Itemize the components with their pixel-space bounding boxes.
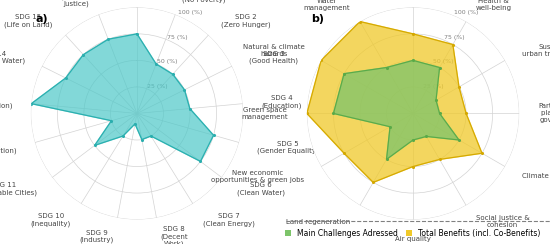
Point bbox=[107, 119, 116, 123]
Point bbox=[209, 133, 218, 137]
Point bbox=[90, 143, 99, 147]
Point bbox=[355, 20, 364, 23]
Point bbox=[435, 112, 444, 115]
Point bbox=[382, 66, 391, 70]
Point bbox=[461, 112, 470, 115]
Point bbox=[432, 98, 441, 102]
Text: SDG 4
(Education): SDG 4 (Education) bbox=[262, 95, 302, 109]
Text: Climate resilience: Climate resilience bbox=[521, 173, 550, 179]
Text: SDG 7
(Clean Energy): SDG 7 (Clean Energy) bbox=[203, 213, 255, 227]
Point bbox=[477, 151, 486, 155]
Text: Land regeneration: Land regeneration bbox=[286, 219, 350, 225]
Point bbox=[79, 53, 88, 57]
Polygon shape bbox=[333, 60, 459, 159]
Point bbox=[422, 134, 431, 138]
Point bbox=[382, 157, 391, 161]
Text: New economic
opportunities & green jobs: New economic opportunities & green jobs bbox=[211, 170, 305, 183]
Point bbox=[340, 72, 349, 76]
Text: SDG 1
(No Poverty): SDG 1 (No Poverty) bbox=[182, 0, 226, 3]
Text: SDG 15
(Life on Land): SDG 15 (Life on Land) bbox=[4, 14, 53, 28]
Point bbox=[340, 151, 349, 155]
Point bbox=[61, 76, 70, 80]
Point bbox=[104, 37, 113, 41]
Text: b): b) bbox=[311, 14, 324, 24]
Point bbox=[146, 134, 155, 138]
Text: SDG 12
(Responsible Consumption): SDG 12 (Responsible Consumption) bbox=[0, 141, 16, 154]
Text: SDG 2
(Zero Hunger): SDG 2 (Zero Hunger) bbox=[221, 14, 271, 28]
Text: Social justice &
cohesion: Social justice & cohesion bbox=[476, 215, 530, 228]
Text: SDG 3
(Good Health): SDG 3 (Good Health) bbox=[249, 51, 298, 64]
Point bbox=[409, 165, 417, 169]
Point bbox=[119, 134, 128, 138]
Point bbox=[448, 42, 457, 46]
Point bbox=[435, 66, 444, 70]
Point bbox=[130, 122, 139, 126]
Point bbox=[455, 85, 464, 89]
Text: Sustainable
urban transformation: Sustainable urban transformation bbox=[521, 44, 550, 57]
Point bbox=[168, 72, 177, 76]
Text: SDG 6
(Clean Water): SDG 6 (Clean Water) bbox=[237, 182, 285, 196]
Text: a): a) bbox=[35, 14, 48, 24]
Text: SDG 16
(Peace &
Justice): SDG 16 (Peace & Justice) bbox=[60, 0, 92, 7]
Point bbox=[409, 138, 417, 142]
Text: Green space
management: Green space management bbox=[241, 107, 288, 120]
Point bbox=[133, 32, 141, 36]
Text: SDG 9
(Industry): SDG 9 (Industry) bbox=[80, 230, 114, 243]
Text: SDG 14
(Life Below Water): SDG 14 (Life Below Water) bbox=[0, 51, 25, 64]
Point bbox=[196, 160, 205, 163]
Text: Participatory
planning &
governance: Participatory planning & governance bbox=[538, 103, 550, 123]
Point bbox=[455, 138, 464, 142]
Text: Water
management: Water management bbox=[304, 0, 350, 11]
Text: SDG 11
(Sustainable Cities): SDG 11 (Sustainable Cities) bbox=[0, 182, 37, 196]
Point bbox=[27, 102, 36, 106]
Text: SDG 13
(Climate Action): SDG 13 (Climate Action) bbox=[0, 95, 12, 109]
Legend: Main Challenges Adressed, Total Benefits (incl. Co-Benefits): Main Challenges Adressed, Total Benefits… bbox=[283, 227, 542, 240]
Point bbox=[435, 157, 444, 161]
Point bbox=[302, 112, 311, 115]
Point bbox=[329, 112, 338, 115]
Polygon shape bbox=[31, 34, 213, 162]
Point bbox=[180, 88, 189, 92]
Point bbox=[185, 107, 194, 111]
Point bbox=[369, 181, 378, 184]
Text: Air quality: Air quality bbox=[395, 236, 431, 242]
Polygon shape bbox=[307, 21, 482, 183]
Text: SDG 5
(Gender Equality): SDG 5 (Gender Equality) bbox=[257, 141, 319, 154]
Text: Natural & climate
hazards: Natural & climate hazards bbox=[243, 44, 305, 57]
Point bbox=[152, 62, 161, 66]
Text: SDG 8
(Decent
Work): SDG 8 (Decent Work) bbox=[160, 226, 188, 244]
Text: Health &
well-being: Health & well-being bbox=[476, 0, 512, 11]
Point bbox=[386, 125, 394, 129]
Text: SDG 10
(Inequality): SDG 10 (Inequality) bbox=[31, 213, 71, 227]
Point bbox=[409, 32, 417, 36]
Point bbox=[409, 58, 417, 62]
Point bbox=[317, 59, 326, 62]
Point bbox=[138, 138, 146, 142]
